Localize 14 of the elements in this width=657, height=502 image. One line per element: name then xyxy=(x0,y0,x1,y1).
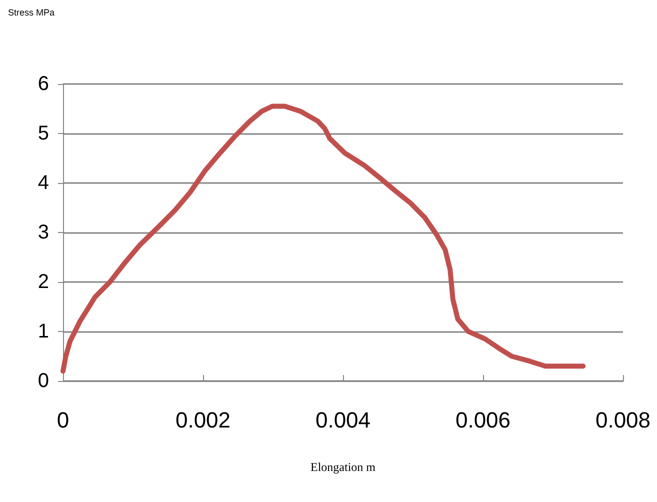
x-tick-label: 0.008 xyxy=(595,408,651,432)
x-tick-label: 0.004 xyxy=(315,408,371,432)
y-tick-label: 6 xyxy=(38,73,49,95)
y-tick-label: 0 xyxy=(38,370,49,392)
y-tick-label: 2 xyxy=(38,271,49,293)
x-tick-label: 0.006 xyxy=(455,408,511,432)
x-tick-label: 0.002 xyxy=(175,408,231,432)
x-tick-label: 0 xyxy=(56,408,70,432)
text: Stress MPa xyxy=(8,8,55,18)
y-tick-label: 3 xyxy=(38,222,49,244)
x-axis-title: Elongation m xyxy=(310,460,376,474)
y-tick-label: 5 xyxy=(38,122,49,144)
y-tick-label: 4 xyxy=(38,172,49,194)
y-tick-label: 1 xyxy=(38,320,49,342)
